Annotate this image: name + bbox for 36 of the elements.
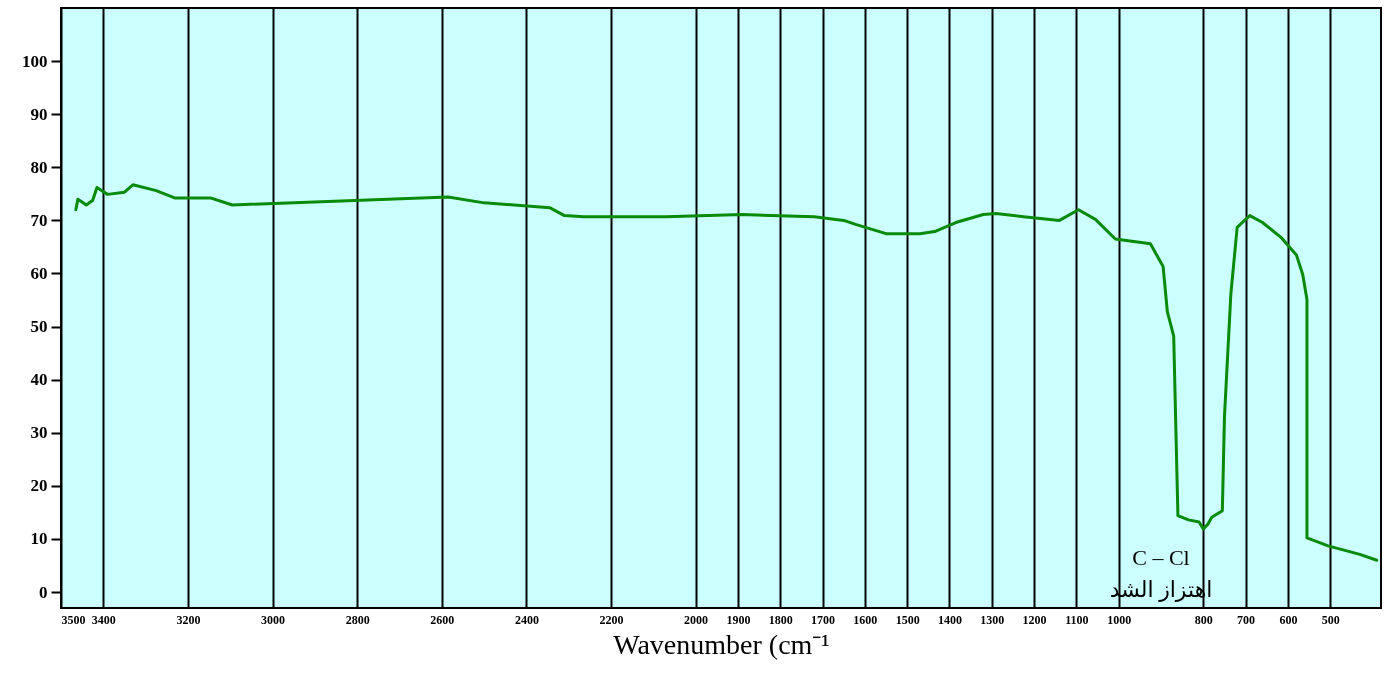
x-tick-label: 1000 xyxy=(1107,612,1132,627)
y-tick-label: 10 xyxy=(30,529,48,549)
x-tick-label: 3500 xyxy=(61,612,86,627)
y-tick-label: 40 xyxy=(30,370,48,390)
y-tick-label: 20 xyxy=(30,476,48,496)
x-tick-label: 600 xyxy=(1279,612,1298,627)
x-tick-label: 2200 xyxy=(599,612,624,627)
x-tick-label: 1600 xyxy=(853,612,878,627)
x-tick-label: 1100 xyxy=(1065,612,1089,627)
x-tick-label: 3400 xyxy=(91,612,116,627)
x-tick-label: 1700 xyxy=(811,612,836,627)
x-tick-label: 2800 xyxy=(345,612,370,627)
x-tick-label: 1800 xyxy=(768,612,793,627)
x-tick-label: 2400 xyxy=(514,612,539,627)
x-tick-label: 800 xyxy=(1194,612,1213,627)
x-tick-label: 1500 xyxy=(895,612,920,627)
x-tick-label: 500 xyxy=(1321,612,1340,627)
y-tick-label: 0 xyxy=(39,582,48,602)
x-tick-label: 700 xyxy=(1237,612,1256,627)
x-tick-label: 3200 xyxy=(176,612,201,627)
y-tick-label: 30 xyxy=(30,423,48,443)
x-axis-title: Wavenumber (cm⁻¹ xyxy=(613,628,830,660)
y-tick-label: 80 xyxy=(30,157,48,177)
x-tick-label: 1300 xyxy=(980,612,1005,627)
x-tick-label: 1400 xyxy=(937,612,962,627)
y-tick-label: 90 xyxy=(30,104,48,124)
x-tick-label: 1900 xyxy=(726,612,751,627)
y-tick-label: 100 xyxy=(22,51,48,71)
x-tick-label: 3000 xyxy=(261,612,286,627)
y-tick-label: 50 xyxy=(30,317,48,337)
x-tick-label: 2600 xyxy=(430,612,455,627)
y-tick-label: 70 xyxy=(30,210,48,230)
annotation: C – Cl xyxy=(1132,545,1190,570)
y-tick-label: 60 xyxy=(30,263,48,283)
x-tick-label: 2000 xyxy=(684,612,709,627)
x-tick-label: 1200 xyxy=(1022,612,1047,627)
